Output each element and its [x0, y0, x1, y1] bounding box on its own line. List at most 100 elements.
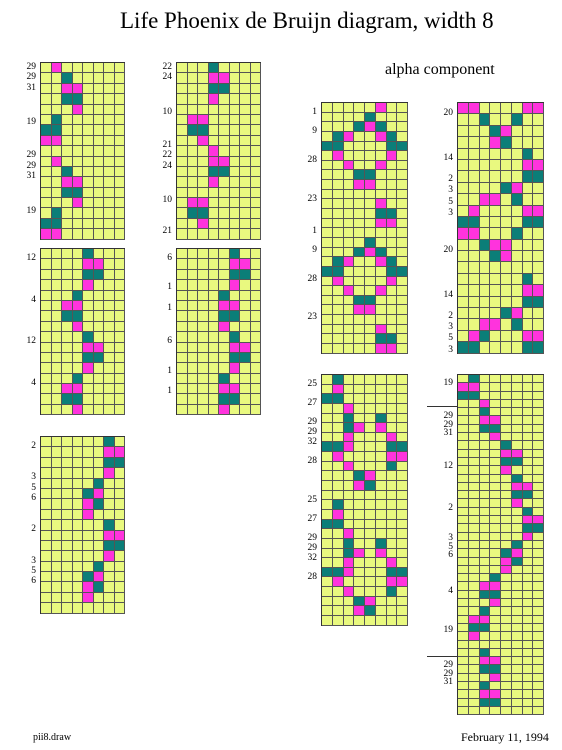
empty-cell — [386, 122, 398, 132]
magenta-cell — [365, 122, 376, 132]
empty-cell — [332, 461, 344, 472]
empty-cell — [41, 499, 52, 510]
empty-cell — [198, 187, 209, 199]
empty-cell — [501, 540, 512, 550]
empty-cell — [375, 189, 387, 200]
empty-cell — [322, 558, 333, 568]
magenta-cell — [332, 577, 344, 588]
empty-cell — [83, 166, 94, 178]
empty-cell — [458, 540, 469, 550]
empty-cell — [501, 574, 512, 583]
empty-cell — [522, 632, 534, 641]
empty-cell — [533, 632, 544, 641]
empty-cell — [83, 63, 94, 74]
magenta-cell — [72, 300, 83, 312]
empty-cell — [501, 114, 512, 126]
empty-cell — [322, 103, 333, 113]
empty-cell — [365, 442, 376, 453]
empty-cell — [187, 166, 198, 178]
empty-cell — [522, 574, 534, 583]
teal-cell — [322, 266, 333, 277]
empty-cell — [533, 499, 544, 508]
empty-cell — [533, 590, 544, 600]
magenta-cell — [72, 384, 83, 395]
empty-cell — [479, 182, 491, 195]
empty-cell — [72, 468, 83, 479]
empty-cell — [229, 156, 240, 167]
empty-cell — [511, 607, 523, 616]
empty-cell — [458, 194, 469, 206]
empty-cell — [93, 300, 104, 312]
empty-cell — [522, 433, 534, 442]
empty-cell — [468, 441, 480, 450]
empty-cell — [501, 216, 512, 229]
magenta-cell — [365, 471, 376, 482]
empty-cell — [490, 228, 501, 240]
empty-cell — [198, 166, 209, 178]
empty-cell — [83, 146, 94, 157]
empty-cell — [458, 239, 469, 252]
magenta-cell — [522, 482, 534, 492]
empty-cell — [343, 228, 355, 238]
teal-cell — [219, 394, 230, 405]
empty-cell — [468, 549, 480, 558]
empty-cell — [479, 466, 491, 475]
empty-cell — [386, 112, 398, 123]
magenta-cell — [354, 606, 365, 617]
empty-cell — [332, 218, 344, 229]
empty-cell — [458, 648, 469, 658]
empty-cell — [187, 332, 198, 343]
empty-cell — [386, 305, 398, 316]
empty-cell — [198, 342, 209, 353]
empty-cell — [458, 681, 469, 691]
empty-cell — [322, 403, 333, 414]
empty-cell — [354, 112, 365, 123]
empty-cell — [479, 474, 491, 483]
teal-cell — [332, 500, 344, 510]
magenta-cell — [375, 548, 387, 559]
empty-cell — [72, 509, 83, 521]
empty-cell — [332, 587, 344, 597]
empty-cell — [62, 332, 73, 343]
row-label: 29 — [443, 419, 454, 430]
teal-cell — [240, 269, 251, 281]
empty-cell — [322, 509, 333, 520]
empty-cell — [386, 616, 398, 626]
empty-cell — [93, 447, 104, 458]
teal-cell — [533, 216, 544, 229]
teal-cell — [332, 257, 344, 267]
empty-cell — [332, 122, 344, 132]
empty-cell — [83, 394, 94, 405]
empty-cell — [468, 681, 480, 691]
row-label: 9 — [312, 126, 317, 137]
magenta-cell — [522, 103, 534, 115]
empty-cell — [490, 103, 501, 115]
empty-cell — [343, 295, 355, 306]
empty-cell — [397, 305, 408, 316]
empty-cell — [386, 384, 398, 395]
empty-cell — [397, 103, 408, 113]
empty-cell — [62, 520, 73, 531]
empty-cell — [198, 177, 209, 188]
empty-cell — [375, 519, 387, 530]
empty-cell — [522, 114, 534, 126]
empty-cell — [490, 296, 501, 309]
magenta-cell — [479, 194, 491, 206]
teal-cell — [501, 457, 512, 467]
empty-cell — [104, 363, 115, 374]
empty-cell — [522, 391, 534, 400]
empty-cell — [72, 551, 83, 562]
empty-cell — [343, 452, 355, 462]
teal-cell — [229, 311, 240, 322]
empty-cell — [322, 606, 333, 617]
empty-cell — [198, 146, 209, 157]
teal-cell — [229, 352, 240, 364]
empty-cell — [522, 615, 534, 624]
empty-cell — [511, 441, 523, 450]
empty-cell — [397, 558, 408, 568]
empty-cell — [219, 187, 230, 199]
row-label: 6 — [167, 253, 172, 264]
empty-cell — [458, 148, 469, 160]
empty-cell — [468, 137, 480, 149]
empty-cell — [365, 413, 376, 424]
